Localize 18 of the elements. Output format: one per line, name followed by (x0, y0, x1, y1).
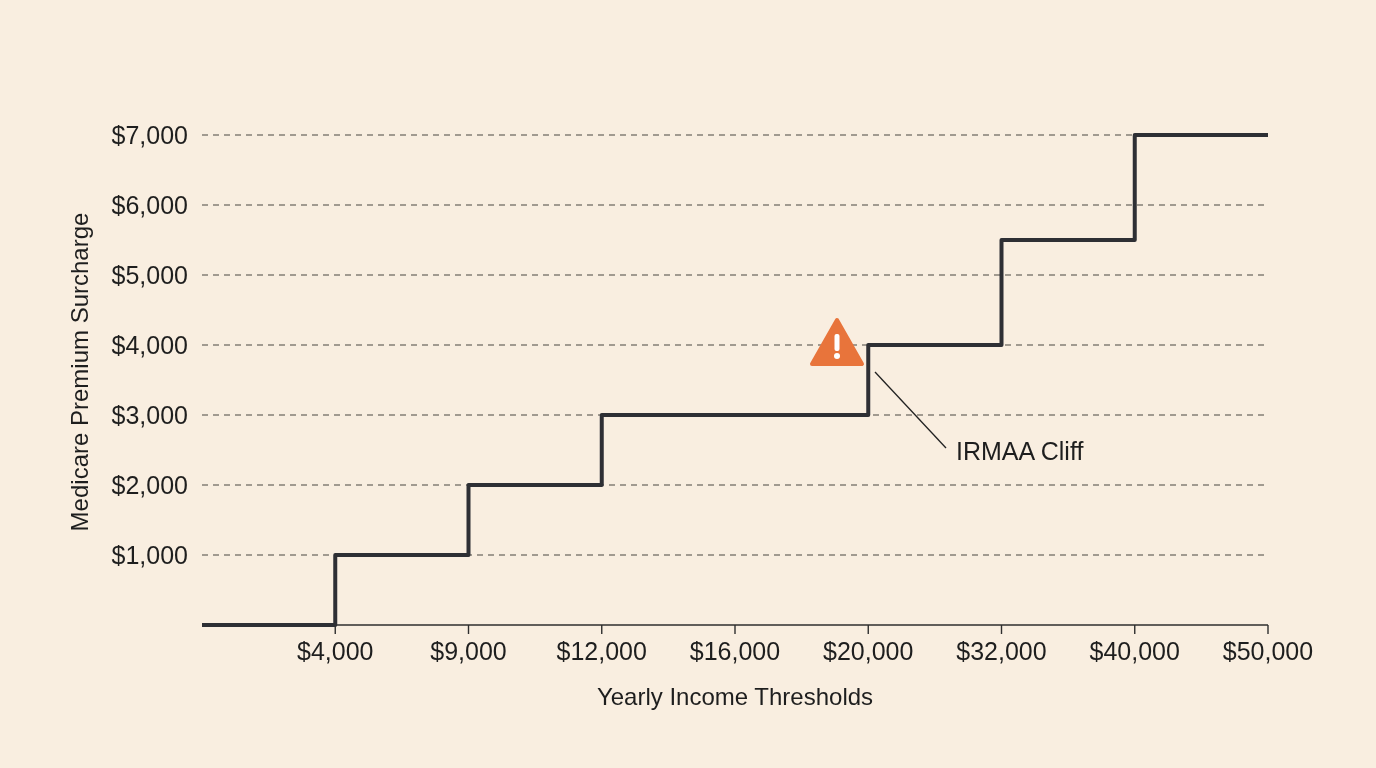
x-tick-label: $9,000 (430, 637, 507, 665)
x-tick-label: $40,000 (1089, 637, 1180, 665)
y-tick-label: $3,000 (111, 401, 188, 429)
y-tick-label: $2,000 (111, 471, 188, 499)
y-axis-title: Medicare Premium Surcharge (66, 212, 93, 532)
y-tick-label: $6,000 (111, 191, 188, 219)
x-axis-title: Yearly Income Thresholds (596, 683, 874, 710)
annotation: IRMAA Cliff (956, 437, 1084, 465)
x-tick-label: $32,000 (956, 637, 1047, 665)
y-tick-label: $5,000 (111, 261, 188, 289)
y-tick-label: $7,000 (111, 121, 188, 149)
x-tick-label: $20,000 (823, 637, 914, 665)
x-tick-label: $50,000 (1222, 637, 1314, 665)
x-tick-label: $12,000 (556, 637, 647, 665)
y-tick-label: $4,000 (111, 331, 188, 359)
x-tick-label: $16,000 (689, 637, 781, 665)
x-tick-label: $4,000 (297, 637, 374, 665)
y-tick-label: $1,000 (111, 541, 188, 569)
